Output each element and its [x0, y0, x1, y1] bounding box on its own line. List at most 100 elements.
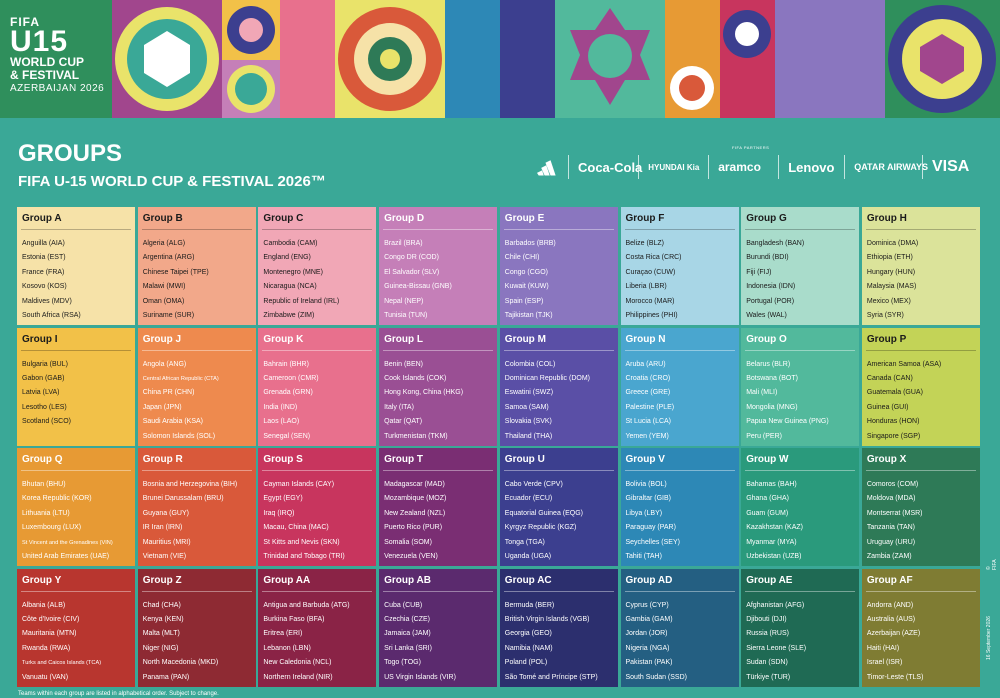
team-item: Chad (CHA): [142, 601, 181, 609]
team-item: United Arab Emirates (UAE): [22, 553, 110, 561]
team-item: Bulgaria (BUL): [22, 360, 68, 368]
group-card: Group L Benin (BEN) Cook Islands (COK) Hong…: [379, 327, 498, 446]
team-item: Panama (PAN): [142, 673, 190, 681]
group-divider: [262, 349, 373, 351]
team-item: France (FRA): [22, 268, 65, 276]
team-item: Bahamas (BAH): [746, 481, 797, 488]
group-name: Group L: [384, 333, 423, 345]
partner-logos: Coca-Cola HYUNDAI Kia aramco Lenovo QATAR AI…: [528, 152, 980, 182]
team-item: South Africa (RSA): [22, 312, 81, 320]
team-item: Niger (NIG): [142, 644, 179, 652]
team-item: Rwanda (RWA): [22, 644, 71, 652]
group-name: Group R: [142, 454, 183, 465]
team-item: Bhutan (BHU): [22, 481, 66, 488]
team-item: Papua New Guinea (PNG): [746, 418, 829, 426]
groups-grid: Group A Anguilla (AIA) Estonia (EST) France…: [17, 207, 980, 688]
team-list: Angola (ANG) Central African Republic (CT…: [143, 358, 219, 444]
team-list: Bahrain (BHR) Cameroon (CMR) Grenada (GRN)…: [263, 358, 318, 444]
team-item: Paraguay (PAR): [625, 524, 676, 532]
group-card: Group AA Antigua and Barbuda (ATG) Burkina…: [258, 568, 377, 687]
team-item: Cayman Islands (CAY): [263, 481, 335, 488]
team-item: Uruguay (URU): [866, 538, 916, 546]
team-item: Lesotho (LES): [22, 403, 67, 411]
team-item: Vietnam (VIE): [142, 553, 187, 561]
team-list: Aruba (ARU) Croatia (CRO) Greece (GRE) Pale…: [626, 358, 675, 444]
team-item: Eritrea (ERI): [263, 630, 303, 638]
group-card: Group E Barbados (BRB) Chile (CHI) Congo (C…: [499, 207, 618, 325]
team-list: Bosnia and Herzegovina (BIH) Brunei Darus…: [143, 478, 238, 564]
group-name: Group U: [504, 454, 545, 465]
group-name: Group V: [625, 454, 665, 465]
group-name: Group AF: [866, 574, 913, 586]
team-list: Dominica (DMA) Ethiopia (ETH) Hungary (HUN…: [867, 237, 918, 323]
team-item: American Samoa (ASA): [866, 360, 942, 368]
team-list: Comoros (COM) Moldova (MDA) Montserrat (MS…: [867, 478, 923, 564]
group-card: Group AD Cyprus (CYP) Gambia (GAM) Jordan (…: [620, 568, 739, 687]
team-item: Fiji (FIJ): [746, 268, 772, 276]
team-list: Bhutan (BHU) Korea Republic (KOR) Lithuani…: [22, 478, 113, 564]
team-list: Bolivia (BOL) Gibraltar (GIB) Libya (LBY) P…: [626, 478, 680, 564]
team-item: Argentina (ARG): [142, 254, 195, 262]
team-item: Mongolia (MNG): [746, 403, 798, 411]
team-list: Antigua and Barbuda (ATG) Burkina Faso (B…: [263, 599, 349, 685]
group-card: Group O Belarus (BLR) Botswana (BOT) Mali (…: [741, 327, 860, 446]
group-divider: [262, 229, 373, 230]
team-item: Anguilla (AIA): [22, 240, 65, 247]
group-divider: [21, 470, 131, 471]
team-item: Qatar (QAT): [384, 418, 423, 426]
visa-label: VISA: [932, 158, 970, 175]
group-card: Group I Bulgaria (BUL) Gabon (GAB) Latvia (…: [17, 327, 135, 446]
team-item: Mali (MLI): [746, 389, 778, 397]
team-item: Guinea (GUI): [866, 403, 909, 411]
partners-label: FIFA PARTNERS: [732, 145, 770, 150]
group-name: Group S: [263, 454, 303, 465]
team-item: Tajikistan (TJK): [504, 312, 553, 320]
group-card: Group F Belize (BLZ) Costa Rica (CRC) Curaç…: [620, 207, 739, 325]
group-divider: [624, 590, 735, 592]
team-item: Togo (TOG): [384, 659, 421, 667]
team-item: Vanuatu (VAN): [22, 673, 69, 681]
group-name: Group C: [263, 213, 304, 224]
team-list: Barbados (BRB) Chile (CHI) Congo (CGO) Kuwa…: [505, 237, 556, 323]
team-item: Cabo Verde (CPV): [504, 481, 563, 488]
team-item: Brunei Darussalam (BRU): [142, 495, 224, 503]
team-item: Malaysia (MAS): [866, 283, 917, 291]
group-card: Group V Bolivia (BOL) Gibraltar (GIB) Libya…: [620, 448, 739, 566]
coca-cola-label: Coca-Cola: [578, 159, 643, 175]
team-list: Anguilla (AIA) Estonia (EST) France (FRA) K…: [22, 237, 81, 323]
team-item: India (IND): [263, 403, 298, 411]
group-card: Group Z Chad (CHA) Kenya (KEN) Malta (MLT) N…: [137, 568, 256, 687]
group-card: Group H Dominica (DMA) Ethiopia (ETH) Hunga…: [861, 207, 980, 325]
group-divider: [383, 349, 494, 351]
group-card: Group M Colombia (COL) Dominican Republic …: [499, 327, 618, 446]
team-item: Suriname (SUR): [142, 312, 195, 320]
team-item: Trinidad and Tobago (TRI): [263, 553, 345, 561]
team-item: Uganda (UGA): [504, 553, 552, 561]
team-item: Dominican Republic (DOM): [504, 374, 590, 382]
lenovo-logo: Lenovo: [778, 155, 844, 179]
team-item: St Lucia (LCA): [625, 418, 672, 426]
team-item: Israel (ISR): [866, 659, 903, 667]
team-item: Haiti (HAI): [866, 644, 900, 652]
group-card: Group J Angola (ANG) Central African Repub…: [137, 327, 256, 446]
team-item: Portugal (POR): [746, 297, 795, 305]
team-item: New Caledonia (NCL): [263, 659, 332, 667]
group-card: Group G Bangladesh (BAN) Burundi (BDI) Fiji…: [741, 207, 860, 325]
group-divider: [503, 590, 614, 592]
team-item: Sri Lanka (SRI): [384, 644, 432, 652]
group-name: Group AC: [504, 574, 552, 586]
team-item: Maldives (MDV): [22, 297, 72, 305]
group-divider: [624, 229, 735, 230]
group-divider: [141, 349, 252, 351]
team-item: British Virgin Islands (VGB): [504, 615, 590, 623]
team-item: Syria (SYR): [866, 312, 904, 320]
team-item: Samoa (SAM): [504, 403, 549, 411]
group-divider: [21, 229, 131, 230]
group-name: Group I: [22, 333, 58, 345]
team-list: Bangladesh (BAN) Burundi (BDI) Fiji (FIJ) I…: [746, 237, 804, 323]
team-item: Aruba (ARU): [625, 360, 666, 368]
team-list: Cambodia (CAM) England (ENG) Montenegro (M…: [263, 237, 339, 323]
team-item: Dominica (DMA): [866, 240, 919, 247]
team-item: IR Iran (IRN): [142, 524, 183, 532]
group-card: Group AF Andorra (AND) Australia (AUS) Azer…: [861, 568, 980, 687]
